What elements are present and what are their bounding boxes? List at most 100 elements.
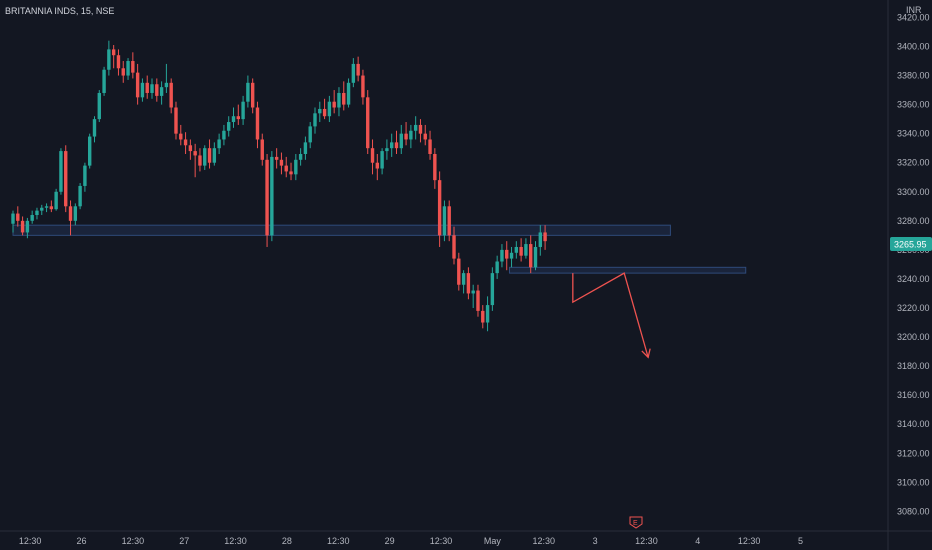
- projection-path[interactable]: [572, 272, 649, 358]
- candle-body: [543, 232, 547, 242]
- earnings-marker[interactable]: E: [629, 516, 643, 529]
- y-tick-label: 3200.00: [897, 332, 930, 342]
- candle-body: [20, 220, 25, 233]
- candle-body: [49, 206, 54, 210]
- candle-body: [155, 84, 159, 96]
- candle-body: [356, 63, 360, 76]
- candle-body: [111, 49, 116, 56]
- candle-body: [399, 133, 403, 149]
- candle-body: [73, 206, 78, 221]
- candle-body: [505, 249, 509, 259]
- candle-body: [313, 113, 317, 127]
- y-tick-label: 3320.00: [897, 158, 930, 168]
- zone-1[interactable]: [508, 266, 747, 274]
- x-tick-label: 12:30: [430, 536, 453, 546]
- last-price-tag: 3265.95: [890, 237, 932, 251]
- candle-body: [64, 151, 68, 207]
- candle-body: [471, 290, 475, 294]
- candle-body: [59, 151, 63, 192]
- candle-body: [11, 213, 15, 224]
- candle-body: [466, 273, 471, 294]
- zone-0[interactable]: [12, 224, 671, 236]
- y-tick-label: 3360.00: [897, 100, 930, 110]
- candle-body: [135, 72, 140, 98]
- y-tick-label: 3120.00: [897, 448, 930, 458]
- candle-body: [437, 180, 442, 236]
- projection-arrow[interactable]: [572, 272, 651, 359]
- candle-body: [370, 148, 375, 163]
- y-tick-label: 3300.00: [897, 187, 930, 197]
- candle-body: [409, 130, 413, 140]
- candles-group: [11, 40, 547, 332]
- y-tick-label: 3380.00: [897, 71, 930, 81]
- candle-body: [337, 92, 341, 108]
- x-tick-label: 27: [179, 536, 189, 546]
- candle-body: [68, 206, 73, 221]
- candle-body: [183, 139, 188, 146]
- candle-body: [35, 210, 39, 216]
- candle-body: [212, 148, 217, 163]
- candle-body: [289, 171, 293, 175]
- candle-body: [246, 82, 250, 102]
- candle-body: [428, 139, 432, 154]
- x-tick-label: 3: [593, 536, 598, 546]
- candle-body: [380, 151, 384, 169]
- candle-body: [217, 139, 221, 149]
- candle-body: [279, 159, 284, 166]
- candle-body: [529, 244, 533, 268]
- candle-body: [169, 82, 173, 108]
- candle-body: [442, 206, 447, 236]
- x-tick-label: 12:30: [738, 536, 761, 546]
- candle-body: [255, 107, 260, 140]
- candle-body: [140, 82, 145, 98]
- candle-body: [102, 69, 106, 93]
- x-tick-label: 12:30: [327, 536, 350, 546]
- candle-body: [303, 142, 308, 154]
- candle-body: [87, 136, 92, 166]
- x-tick-label: 26: [76, 536, 86, 546]
- candle-body: [179, 133, 183, 140]
- candle-body: [351, 63, 356, 83]
- candle-body: [298, 153, 303, 160]
- candle-body: [500, 249, 504, 262]
- candle-body: [284, 165, 288, 172]
- y-tick-label: 3080.00: [897, 506, 930, 516]
- price-axis[interactable]: 3420.00 3400.00 3380.00 3360.00 3340.00 3320.…: [897, 12, 930, 516]
- candle-body: [447, 206, 451, 236]
- projection-arrowhead: [641, 348, 651, 359]
- candle-body: [495, 261, 499, 274]
- candle-body: [54, 191, 58, 210]
- candle-body: [509, 252, 514, 259]
- y-tick-label: 3280.00: [897, 216, 930, 226]
- candle-body: [250, 82, 255, 108]
- candle-body: [16, 213, 20, 221]
- candle-body: [452, 235, 456, 259]
- candle-body: [260, 139, 264, 160]
- candle-body: [404, 133, 408, 140]
- candle-body: [241, 101, 245, 120]
- candle-body: [308, 126, 312, 143]
- candle-body: [533, 246, 538, 268]
- candle-body: [193, 151, 197, 156]
- candle-body: [265, 159, 269, 236]
- candle-body: [413, 124, 418, 131]
- time-axis[interactable]: 12:30 26 12:30 27 12:30 28 12:30 29 12:30 May 12:3…: [19, 536, 803, 546]
- currency-label: INR: [906, 5, 922, 15]
- candle-body: [375, 162, 380, 169]
- y-tick-label: 3340.00: [897, 129, 930, 139]
- candle-body: [389, 142, 394, 149]
- candle-body: [203, 148, 207, 166]
- candle-body: [342, 92, 346, 105]
- candle-body: [40, 207, 44, 211]
- candle-body: [485, 305, 490, 323]
- candle-body: [322, 108, 327, 117]
- candle-body: [107, 49, 111, 70]
- candle-body: [457, 258, 461, 285]
- candle-body: [332, 101, 336, 108]
- candle-body: [188, 145, 193, 152]
- x-tick-label: 12:30: [224, 536, 247, 546]
- x-tick-label: 12:30: [532, 536, 555, 546]
- candle-body: [514, 246, 519, 253]
